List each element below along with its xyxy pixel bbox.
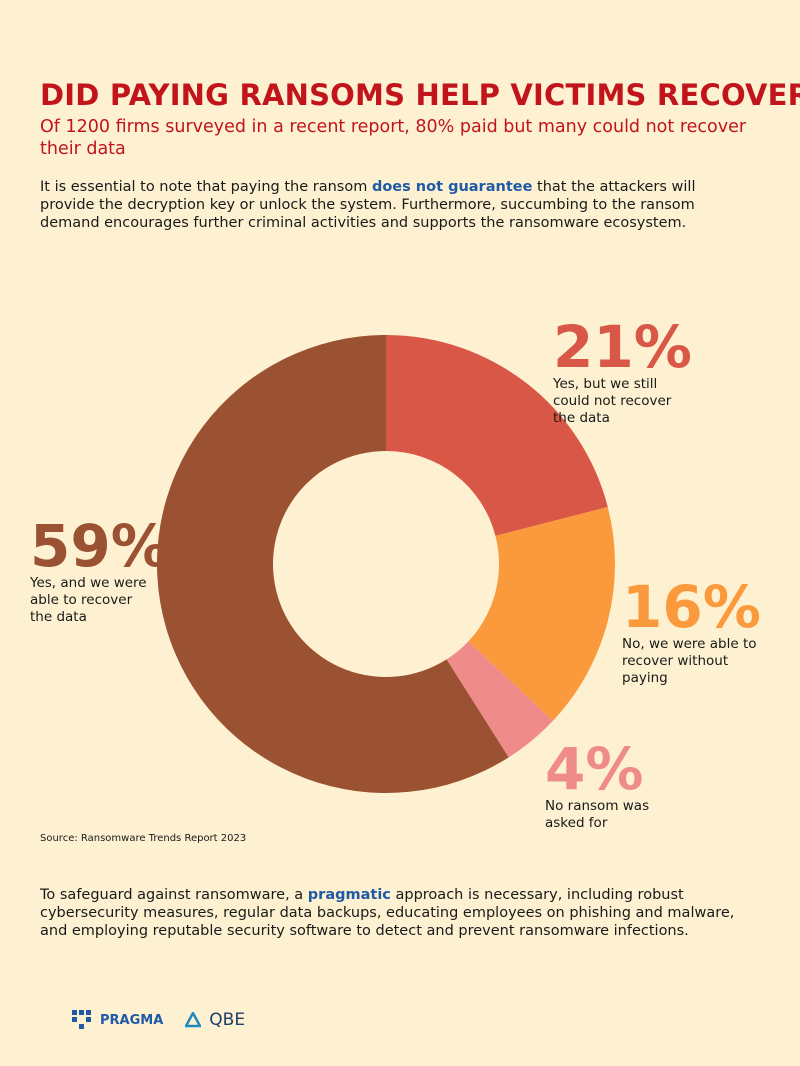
source: Source: Ransomware Trends Report 2023 — [40, 833, 247, 844]
logo: PRAGMA — [100, 1012, 164, 1028]
category-label: No ransom was asked for — [545, 798, 650, 831]
category-label: No, we were able to recover without payi… — [622, 636, 757, 686]
highlight: does not guarantee — [371, 179, 533, 195]
category-label: Yes, but we still could not recover the … — [553, 376, 672, 426]
outro: To safeguard against ransomware, a pragm… — [40, 886, 750, 940]
text: that the attackers will provide the decr… — [40, 179, 696, 231]
value-label: 21% — [553, 313, 692, 381]
value-label: 16% — [622, 573, 761, 641]
donut-segment — [446, 641, 553, 758]
value-label: 59% — [30, 512, 169, 580]
donut-segment — [157, 335, 509, 793]
donut-segment — [386, 335, 608, 536]
logo: QBE — [209, 1010, 246, 1030]
category-label: Yes, and we were able to recover the dat… — [30, 575, 147, 625]
text: approach is necessary, including robust … — [40, 887, 735, 939]
subtitle: Of 1200 firms surveyed in a recent repor… — [40, 117, 747, 159]
qbe-icon — [185, 1012, 202, 1028]
logos: PRAGMA QBE — [72, 1010, 245, 1030]
value-label: 4% — [545, 735, 644, 803]
text: To safeguard against ransomware, a — [40, 887, 308, 903]
title: DID PAYING RANSOMS HELP VICTIMS RECOVER? — [40, 78, 800, 112]
intro: It is essential to note that paying the … — [40, 178, 750, 232]
highlight: pragmatic — [307, 887, 391, 903]
donut-segment — [468, 507, 615, 721]
pragma-icon — [72, 1010, 91, 1029]
text: It is essential to note that paying the … — [40, 179, 372, 195]
